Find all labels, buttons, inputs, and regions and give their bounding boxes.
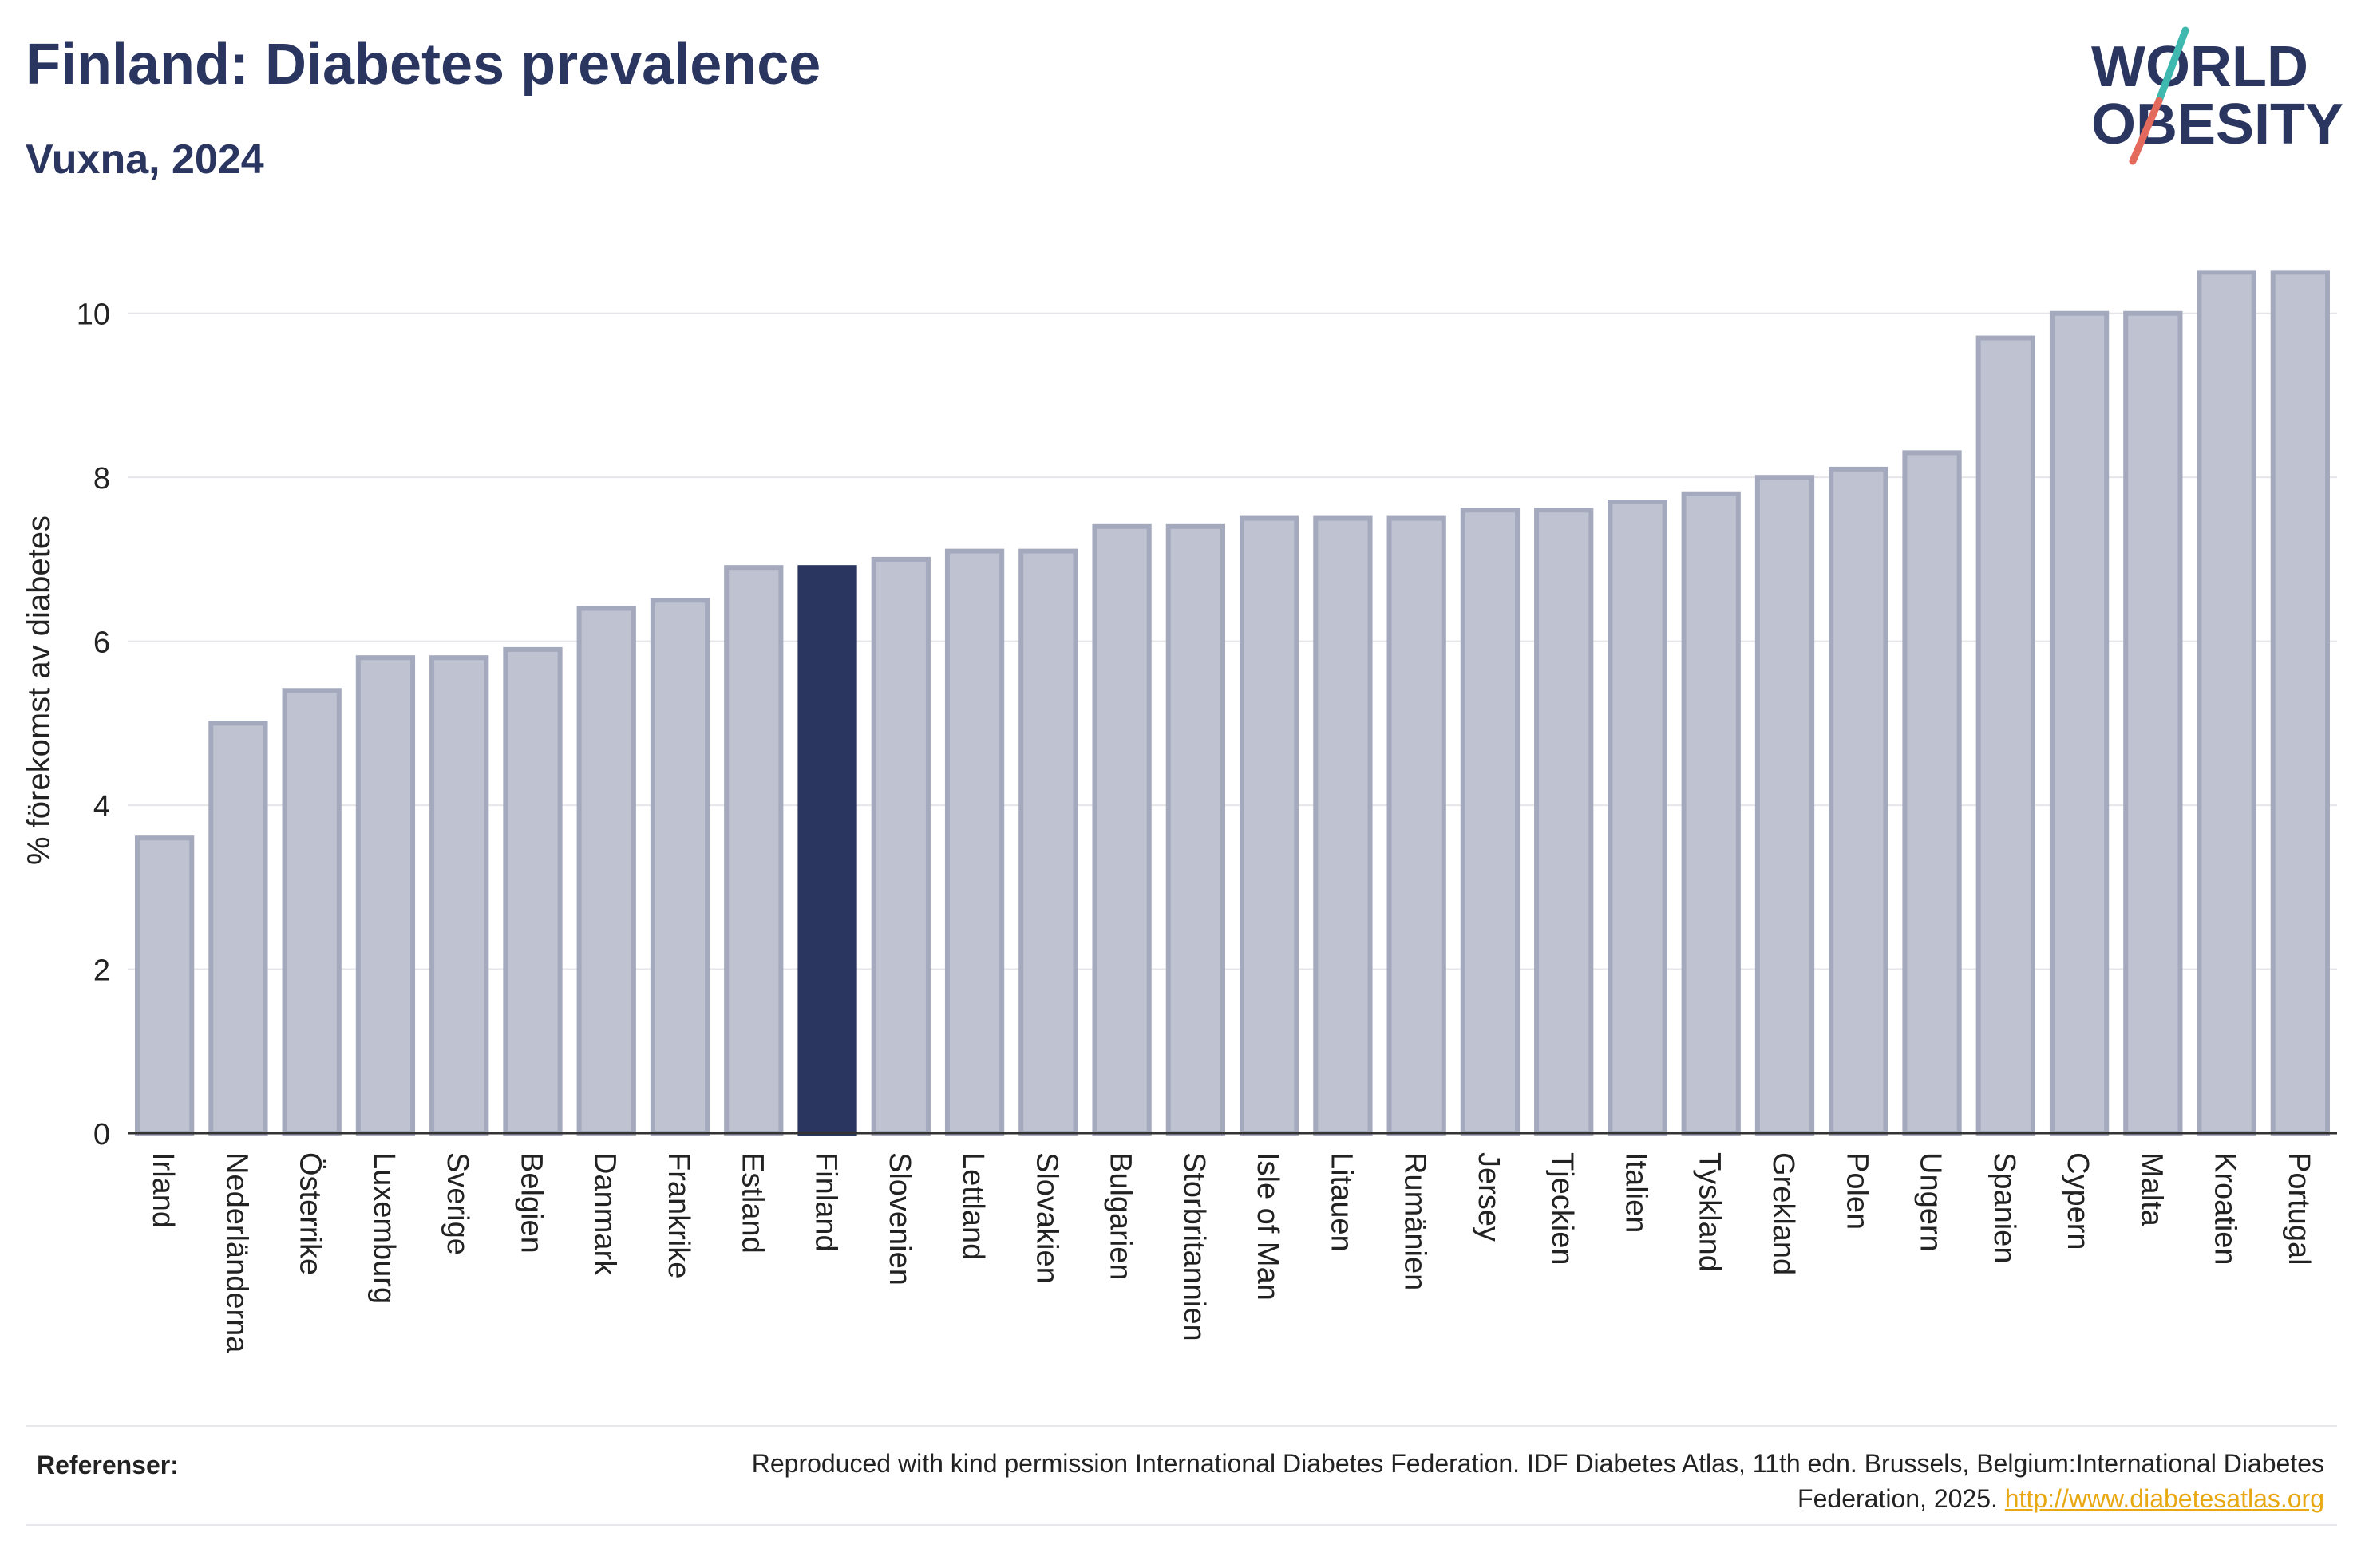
bar-malta (2123, 310, 2183, 1136)
bar-chart: Irland Nederländerna Österrike Luxemburg Sve… (22, 270, 2337, 1353)
bar-italien (1608, 500, 1667, 1136)
bar-storbritannien (1165, 523, 1226, 1136)
bar-österrike (282, 688, 342, 1136)
bar-bulgarien (1092, 523, 1152, 1136)
x-tick-label: Danmark (588, 1152, 622, 1276)
y-tick-label: 0 (93, 1118, 110, 1151)
bar-portugal (2270, 270, 2331, 1136)
x-tick-label: Estland (735, 1152, 769, 1254)
logo-slash-top (2155, 26, 2189, 105)
bar-rumänien (1386, 515, 1446, 1136)
y-tick-label: 6 (93, 626, 110, 660)
x-tick-label: Sverige (441, 1152, 474, 1255)
bar-litauen (1313, 515, 1373, 1136)
bar-estland (724, 565, 784, 1136)
x-tick-label: Ungern (1914, 1152, 1948, 1252)
bar-danmark (576, 606, 636, 1136)
bar-jersey (1460, 508, 1521, 1136)
bar-isle-of-man (1239, 515, 1299, 1136)
x-tick-label: Österrike (294, 1152, 327, 1275)
bar-slovakien (1018, 548, 1078, 1136)
bar-irland (134, 835, 195, 1136)
x-tick-label: Irland (146, 1152, 180, 1228)
x-tick-label: Slovenien (883, 1152, 916, 1286)
references-label: Referenser: (37, 1451, 179, 1479)
x-tick-label: Nederländerna (219, 1152, 253, 1353)
reference-divider-top (26, 1425, 2337, 1427)
x-tick-label: Tyskland (1693, 1152, 1726, 1272)
bar-finland (797, 565, 857, 1136)
x-tick-label: Isle of Man (1251, 1152, 1284, 1301)
bars (134, 270, 2331, 1136)
x-tick-label: Kroatien (2209, 1152, 2242, 1266)
reference-divider-bottom (26, 1524, 2337, 1526)
x-tick-label: Litauen (1324, 1152, 1358, 1252)
bar-cypern (2049, 310, 2110, 1136)
bar-nederländerna (208, 721, 268, 1136)
bar-grekland (1754, 475, 1815, 1136)
x-tick-label: Slovakien (1030, 1152, 1063, 1284)
x-tick-label: Luxemburg (367, 1152, 401, 1304)
bar-luxemburg (355, 655, 416, 1136)
y-tick-labels: 0 2 4 6 8 10 (77, 298, 110, 1151)
x-tick-label: Storbritannien (1177, 1152, 1211, 1341)
bar-tyskland (1681, 491, 1741, 1136)
references-text: Reproduced with kind permission Internat… (648, 1446, 2324, 1516)
bar-slovenien (871, 556, 931, 1136)
x-tick-label: Polen (1840, 1152, 1873, 1230)
x-tick-label: Spanien (1987, 1152, 2021, 1263)
gridlines (128, 312, 2337, 970)
y-tick-label: 2 (93, 954, 110, 988)
chart-title: Finland: Diabetes prevalence (26, 33, 821, 97)
x-tick-label: Finland (809, 1152, 843, 1252)
x-tick-label: Lettland (956, 1152, 990, 1260)
y-axis-label: % förekomst av diabetes (22, 515, 57, 865)
bar-sverige (429, 655, 489, 1136)
x-tick-label: Rumänien (1398, 1152, 1432, 1290)
y-tick-label: 4 (93, 790, 110, 823)
bar-spanien (1975, 335, 2035, 1136)
bar-ungern (1902, 450, 1962, 1136)
x-tick-label: Jersey (1472, 1152, 1505, 1242)
logo-slash-bottom (2129, 97, 2163, 165)
x-tick-labels: Irland Nederländerna Österrike Luxemburg Sve… (146, 1152, 2316, 1353)
y-tick-label: 10 (77, 298, 110, 332)
references-link[interactable]: http://www.diabetesatlas.org (2004, 1484, 2324, 1513)
bar-polen (1829, 466, 1888, 1136)
x-tick-label: Tjeckien (1545, 1152, 1579, 1266)
x-tick-label: Bulgarien (1104, 1152, 1137, 1281)
references-citation: Reproduced with kind permission Internat… (751, 1449, 2324, 1513)
bar-tjeckien (1534, 508, 1594, 1136)
y-tick-label: 8 (93, 462, 110, 496)
x-tick-label: Belgien (514, 1152, 548, 1254)
x-tick-label: Frankrike (662, 1152, 695, 1278)
bar-kroatien (2197, 270, 2256, 1136)
x-tick-label: Grekland (1766, 1152, 1800, 1275)
x-tick-label: Malta (2134, 1152, 2168, 1227)
x-tick-label: Cypern (2061, 1152, 2094, 1250)
bar-frankrike (650, 598, 710, 1136)
bar-belgien (503, 646, 563, 1136)
x-tick-label: Italien (1619, 1152, 1652, 1233)
bar-lettland (944, 548, 1005, 1136)
chart-subtitle: Vuxna, 2024 (26, 136, 264, 183)
x-tick-label: Portugal (2282, 1152, 2316, 1266)
world-obesity-logo: WORLD OBESITY (2091, 26, 2343, 165)
logo-line-2: OBESITY (2091, 93, 2343, 156)
logo-line-1: WORLD (2091, 35, 2308, 99)
